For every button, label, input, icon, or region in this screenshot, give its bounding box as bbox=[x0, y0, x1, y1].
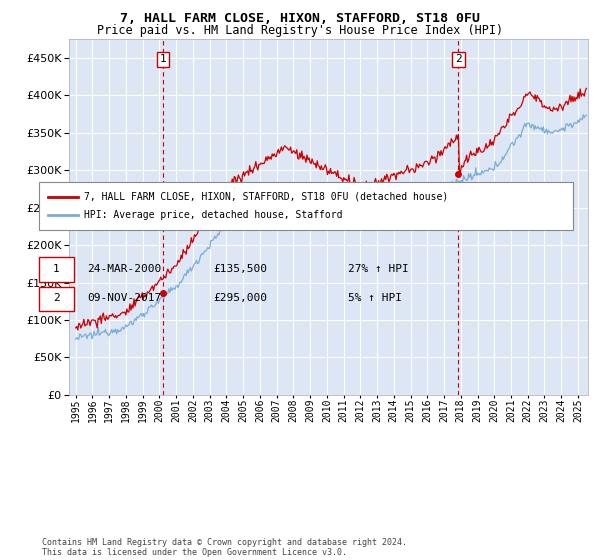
Text: 09-NOV-2017: 09-NOV-2017 bbox=[87, 293, 161, 304]
Text: £295,000: £295,000 bbox=[213, 293, 267, 304]
Text: 27% ↑ HPI: 27% ↑ HPI bbox=[348, 264, 409, 274]
Text: £135,500: £135,500 bbox=[213, 264, 267, 274]
Text: 2: 2 bbox=[455, 54, 462, 64]
Text: Contains HM Land Registry data © Crown copyright and database right 2024.
This d: Contains HM Land Registry data © Crown c… bbox=[42, 538, 407, 557]
Text: 7, HALL FARM CLOSE, HIXON, STAFFORD, ST18 0FU (detached house): 7, HALL FARM CLOSE, HIXON, STAFFORD, ST1… bbox=[84, 192, 448, 202]
Text: Price paid vs. HM Land Registry's House Price Index (HPI): Price paid vs. HM Land Registry's House … bbox=[97, 24, 503, 36]
Text: 7, HALL FARM CLOSE, HIXON, STAFFORD, ST18 0FU: 7, HALL FARM CLOSE, HIXON, STAFFORD, ST1… bbox=[120, 12, 480, 25]
Text: 2: 2 bbox=[53, 293, 60, 304]
Text: 1: 1 bbox=[160, 54, 167, 64]
Text: HPI: Average price, detached house, Stafford: HPI: Average price, detached house, Staf… bbox=[84, 210, 343, 220]
Text: 5% ↑ HPI: 5% ↑ HPI bbox=[348, 293, 402, 304]
Text: 24-MAR-2000: 24-MAR-2000 bbox=[87, 264, 161, 274]
Text: 1: 1 bbox=[53, 264, 60, 274]
